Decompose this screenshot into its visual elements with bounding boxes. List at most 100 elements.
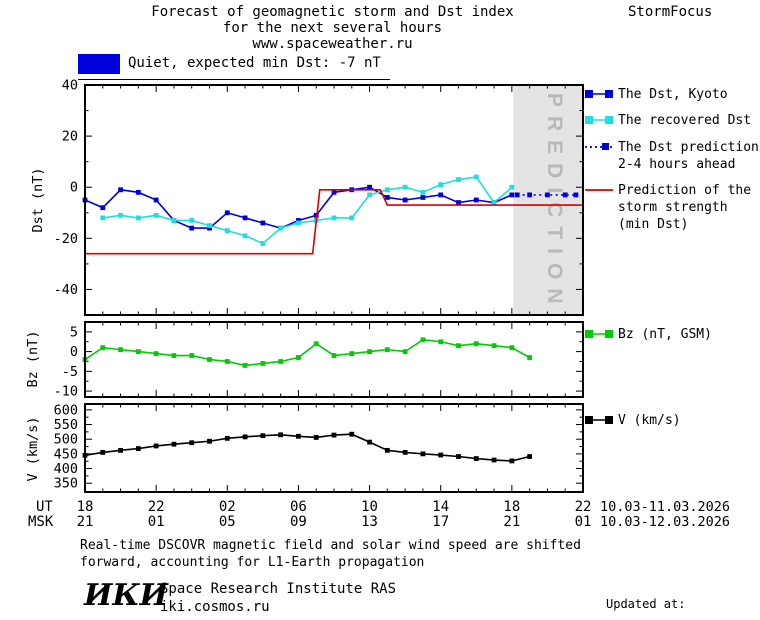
series-marker	[135, 215, 141, 221]
series-marker	[118, 347, 123, 353]
dst-plot: PREDICTION 40 20 0 -20 -40	[54, 78, 584, 316]
series-marker	[473, 197, 479, 203]
series-marker	[349, 215, 355, 221]
ut-date-range: 10.03-11.03.2026	[600, 499, 731, 515]
series-marker	[384, 347, 390, 353]
series-marker	[135, 446, 141, 451]
series-marker	[153, 197, 159, 203]
series-marker	[260, 361, 266, 366]
legend-item-dst-kyoto: The Dst, Kyoto	[584, 86, 728, 103]
series-marker	[296, 355, 301, 360]
bz-marker-icon	[585, 330, 613, 338]
x-tick-label-ut: 02	[218, 499, 236, 515]
series-marker	[331, 432, 337, 438]
x-tick-label-msk: 09	[289, 514, 307, 530]
series-marker	[473, 174, 479, 180]
series-marker	[545, 192, 550, 198]
ut-axis-label: UT	[36, 499, 53, 515]
series-marker	[207, 223, 212, 228]
series-marker	[100, 450, 106, 455]
series-marker	[171, 218, 177, 223]
v-marker-icon	[585, 416, 613, 424]
series-marker	[367, 184, 372, 190]
y-tick-label: -10	[54, 384, 78, 400]
series-marker	[278, 432, 284, 438]
series-marker	[384, 447, 390, 453]
series-marker	[491, 200, 497, 205]
plot-border	[84, 403, 584, 493]
recovered-dst-marker-icon	[585, 116, 613, 124]
status-text: Quiet, expected min Dst: -7 nT	[128, 55, 381, 71]
series-marker	[384, 195, 390, 200]
series-marker	[456, 454, 461, 459]
series-marker	[349, 351, 355, 356]
y-tick-label: 40	[62, 78, 78, 94]
x-tick-label-msk: 13	[361, 514, 378, 530]
y-tick-label: 450	[54, 446, 78, 462]
series-marker	[473, 341, 479, 347]
series-marker	[509, 345, 515, 351]
series-marker	[153, 212, 159, 218]
storm-strength-marker-icon	[585, 189, 613, 191]
series-marker	[509, 184, 515, 190]
plot-border	[84, 321, 584, 398]
series-marker	[242, 363, 248, 368]
series-marker	[260, 241, 266, 246]
x-tick-label-ut: 06	[289, 499, 307, 515]
series-marker	[331, 189, 337, 195]
x-tick-label-ut: 18	[76, 499, 94, 515]
series-marker	[296, 220, 301, 226]
x-tick-label-msk: 21	[76, 514, 94, 530]
series-marker	[527, 192, 533, 198]
series-marker	[514, 192, 520, 198]
legend-label: 2-4 hours ahead	[618, 157, 736, 172]
series-marker	[420, 195, 426, 200]
msk-date-range: 10.03-12.03.2026	[600, 514, 731, 530]
series-marker	[367, 439, 372, 445]
series-marker	[456, 177, 461, 182]
series-marker	[420, 337, 426, 343]
series-marker	[242, 215, 248, 221]
legend-label: storm strength	[618, 200, 728, 215]
iki-logo: ИКИ	[84, 578, 168, 613]
brand-label: StormFocus	[628, 4, 713, 20]
legend-item-bz: Bz (nT, GSM)	[584, 326, 712, 343]
series-marker	[171, 353, 177, 358]
y-tick-label: -20	[54, 231, 78, 247]
y-tick-label: 0	[70, 344, 78, 360]
plot-border	[84, 84, 584, 316]
series-marker	[296, 433, 301, 439]
series-marker	[473, 456, 479, 461]
series-marker	[224, 359, 230, 364]
x-tick-label-msk: 17	[432, 514, 450, 530]
series-marker	[224, 210, 230, 216]
y-tick-label: 5	[70, 324, 78, 340]
series-marker	[438, 192, 444, 198]
series-marker	[224, 228, 230, 234]
series-marker	[135, 189, 141, 195]
series-marker	[207, 438, 212, 444]
x-tick-label-ut: 22	[574, 499, 592, 515]
series-marker	[296, 218, 301, 223]
footnote: Real-time DSCOVR magnetic field and sola…	[80, 537, 581, 571]
series-marker	[402, 197, 408, 203]
y-tick-label: -5	[62, 364, 78, 380]
series-marker	[402, 450, 408, 455]
x-tick-label-msk: 01	[147, 514, 165, 530]
series-marker	[100, 205, 106, 211]
series-marker	[367, 192, 372, 198]
status-color-swatch	[78, 54, 120, 74]
series-marker	[438, 452, 444, 458]
x-axis-msk-row: MSK 10.03-12.03.2026 21 01 05 09 13 17 21 01	[0, 514, 760, 530]
series-marker	[491, 457, 497, 463]
series-marker	[260, 433, 266, 439]
x-tick-label-ut: 22	[147, 499, 165, 515]
series-marker	[189, 218, 195, 223]
series-marker	[189, 440, 195, 446]
series-marker	[491, 343, 497, 349]
legend-label: V (km/s)	[618, 413, 681, 428]
footnote-line-2: forward, accounting for L1-Earth propaga…	[80, 555, 425, 570]
series-marker	[573, 192, 579, 198]
